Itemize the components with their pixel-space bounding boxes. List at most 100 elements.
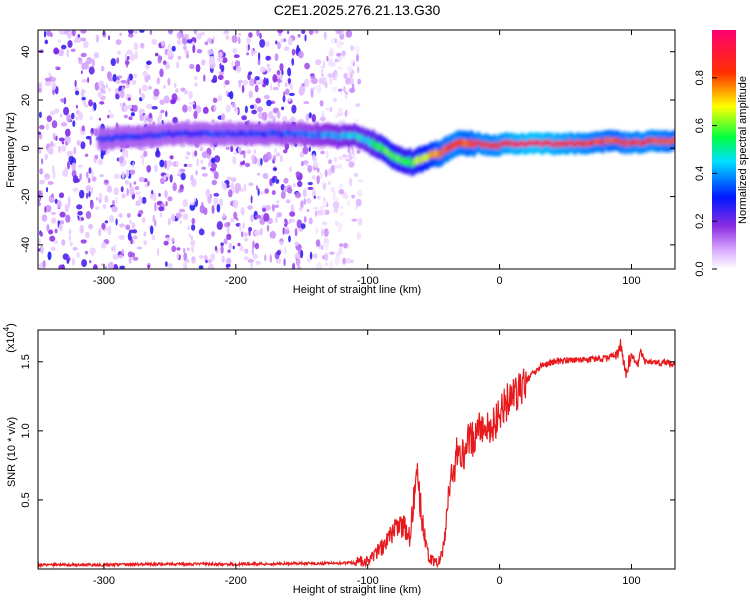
noise-speckle — [297, 34, 301, 38]
colorbar-label: Normalized spectral amplitude — [737, 76, 749, 224]
noise-speckle — [112, 73, 117, 82]
noise-speckle — [109, 215, 115, 223]
noise-speckle — [119, 90, 125, 99]
noise-speckle — [97, 159, 104, 165]
noise-speckle — [122, 159, 127, 166]
noise-speckle — [65, 128, 71, 137]
noise-speckle — [308, 146, 311, 152]
noise-speckle — [46, 123, 49, 131]
noise-speckle — [242, 222, 245, 229]
noise-speckle — [214, 245, 218, 252]
noise-speckle — [308, 217, 313, 225]
noise-speckle — [141, 196, 147, 204]
noise-speckle — [233, 54, 240, 59]
noise-speckle — [199, 146, 204, 152]
noise-speckle — [55, 66, 58, 70]
noise-speckle — [175, 88, 179, 93]
noise-speckle — [210, 253, 216, 261]
noise-speckle — [41, 158, 44, 165]
noise-speckle — [276, 212, 282, 218]
noise-speckle — [93, 264, 98, 269]
noise-speckle — [133, 30, 138, 34]
noise-speckle — [71, 30, 76, 37]
noise-speckle — [235, 188, 240, 194]
noise-speckle — [305, 113, 310, 122]
noise-speckle — [83, 100, 87, 107]
noise-speckle — [94, 82, 100, 91]
noise-speckle — [85, 104, 88, 108]
noise-speckle — [251, 109, 257, 115]
snr-x-ticks: -300 -200 -100 0 100 — [93, 330, 641, 587]
noise-speckle — [349, 177, 353, 187]
noise-speckle — [338, 189, 345, 195]
noise-speckle — [166, 51, 174, 57]
noise-speckle — [125, 150, 129, 159]
noise-speckle — [220, 242, 224, 246]
noise-speckle — [127, 97, 131, 101]
noise-speckle — [238, 36, 241, 45]
noise-speckle — [128, 256, 132, 264]
noise-speckle — [307, 186, 314, 190]
noise-speckle — [216, 221, 223, 230]
noise-speckle — [115, 87, 119, 94]
noise-speckle — [100, 242, 107, 249]
noise-speckle — [80, 52, 87, 58]
noise-speckle — [58, 49, 65, 57]
noise-speckle — [302, 188, 307, 198]
noise-speckle — [247, 73, 251, 81]
noise-speckle — [276, 200, 280, 204]
ridge-core-segment — [619, 140, 622, 146]
noise-speckle — [66, 258, 70, 264]
snr-y-multiplier-exp: 4 — [2, 326, 11, 331]
noise-speckle — [265, 78, 269, 86]
noise-speckle — [355, 103, 361, 107]
ridge-core-segment — [534, 140, 537, 146]
snr-series-line — [38, 339, 675, 569]
noise-speckle — [265, 55, 271, 61]
noise-speckle — [357, 78, 362, 85]
noise-speckle — [126, 187, 129, 197]
noise-speckle — [260, 158, 263, 166]
noise-speckle — [225, 90, 229, 96]
noise-speckle — [38, 87, 42, 93]
noise-speckle — [202, 106, 209, 114]
noise-speckle — [116, 57, 120, 64]
noise-speckle — [198, 265, 204, 269]
noise-speckle — [331, 37, 335, 44]
noise-speckle — [76, 252, 80, 258]
noise-speckle — [238, 81, 241, 88]
noise-speckle — [187, 247, 190, 251]
noise-speckle — [289, 166, 292, 173]
noise-speckle — [313, 253, 318, 259]
noise-speckle — [305, 162, 309, 167]
noise-speckle — [328, 159, 332, 165]
noise-speckle — [44, 80, 52, 87]
noise-speckle — [146, 103, 153, 110]
noise-speckle — [167, 196, 173, 202]
noise-speckle — [59, 113, 63, 118]
noise-speckle — [80, 70, 83, 75]
ridge-core-segment — [229, 132, 232, 139]
noise-speckle — [107, 261, 115, 269]
noise-speckle — [87, 77, 90, 83]
noise-speckle — [227, 249, 231, 253]
noise-speckle — [39, 231, 44, 237]
noise-speckle — [159, 159, 165, 168]
colorbar-tick-label: 0.2 — [694, 214, 706, 229]
noise-speckle — [217, 95, 223, 102]
noise-speckle — [221, 255, 225, 263]
noise-speckle — [299, 151, 305, 158]
spectrogram-y-tick-label: 40 — [20, 46, 32, 58]
noise-speckle — [191, 217, 196, 225]
noise-speckle — [101, 222, 106, 230]
snr-x-tick-label: -300 — [93, 575, 115, 587]
noise-speckle — [232, 245, 235, 250]
noise-speckle — [112, 254, 119, 260]
noise-speckle — [50, 197, 54, 201]
noise-speckle — [190, 174, 194, 182]
noise-speckle — [99, 174, 104, 178]
noise-speckle — [126, 213, 131, 218]
noise-speckle — [58, 192, 65, 199]
noise-speckle — [80, 141, 86, 150]
noise-speckle — [332, 201, 340, 209]
